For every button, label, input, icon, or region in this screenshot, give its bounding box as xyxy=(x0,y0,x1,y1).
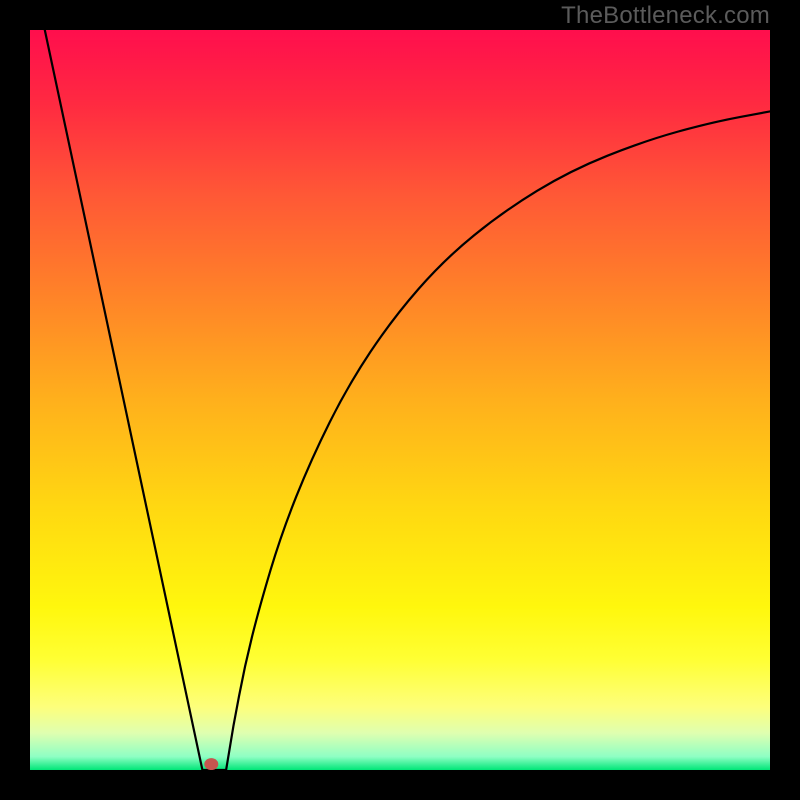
optimum-marker xyxy=(204,758,218,770)
plot-area xyxy=(30,30,770,770)
watermark-text: TheBottleneck.com xyxy=(561,2,770,30)
chart-frame: TheBottleneck.com xyxy=(0,0,800,800)
bottleneck-curve xyxy=(30,30,770,770)
